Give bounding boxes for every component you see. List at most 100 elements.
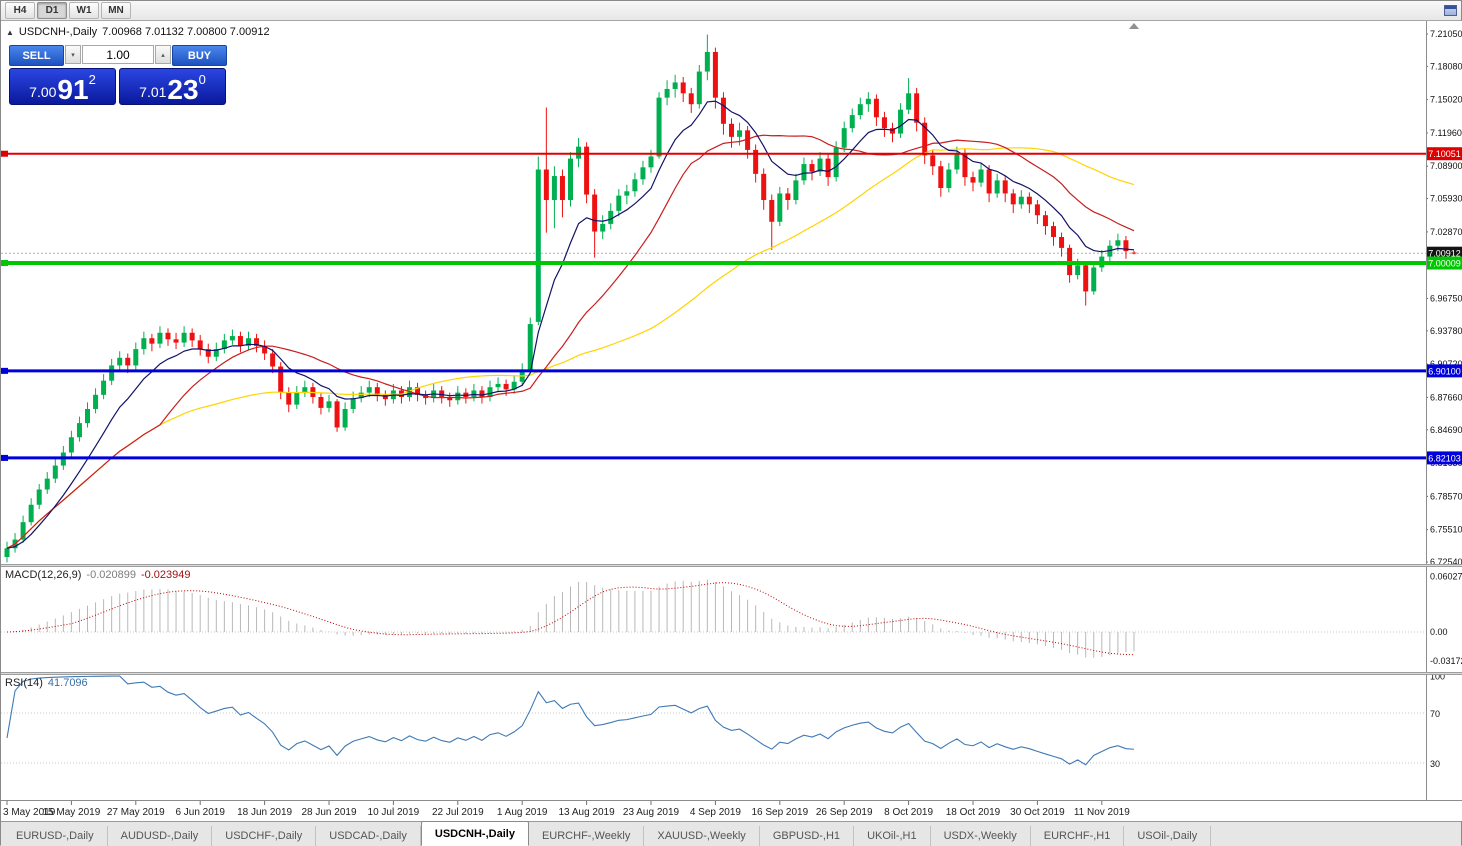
svg-text:23 Aug 2019: 23 Aug 2019	[623, 807, 680, 818]
svg-text:6 Jun 2019: 6 Jun 2019	[175, 807, 225, 818]
tab-gbpusd-h1[interactable]: GBPUSD-,H1	[760, 826, 855, 846]
svg-text:6.90720: 6.90720	[1430, 359, 1462, 369]
macd-main-value: -0.020899	[86, 569, 136, 581]
tab-eurchf-weekly[interactable]: EURCHF-,Weekly	[529, 826, 645, 846]
volume-increase-button[interactable]: ▴	[155, 45, 171, 64]
timeframe-mn-button[interactable]: MN	[101, 2, 131, 19]
svg-text:26 Sep 2019: 26 Sep 2019	[816, 807, 873, 818]
timeframe-h4-button[interactable]: H4	[5, 2, 35, 19]
volume-decrease-button[interactable]: ▾	[65, 45, 81, 64]
buy-button[interactable]: BUY	[172, 45, 227, 66]
svg-text:7.02870: 7.02870	[1430, 227, 1462, 237]
chart-symbol-period: USDCNH-,Daily	[18, 26, 98, 38]
svg-text:6.93780: 6.93780	[1430, 326, 1462, 336]
sell-price-display[interactable]: 7.00 91 2	[9, 68, 116, 105]
buy-price-main: 7.01	[139, 84, 167, 100]
svg-text:13 Aug 2019: 13 Aug 2019	[559, 807, 616, 818]
svg-text:6.82103: 6.82103	[1428, 453, 1461, 463]
rsi-name: RSI(14)	[5, 677, 43, 689]
tab-ukoil-h1[interactable]: UKOil-,H1	[854, 826, 931, 846]
svg-text:6.87660: 6.87660	[1430, 392, 1462, 402]
buy-price-point: 0	[198, 72, 206, 87]
timeframe-toolbar: H4 D1 W1 MN	[1, 1, 1461, 21]
svg-text:100: 100	[1430, 672, 1445, 682]
svg-text:18 Oct 2019: 18 Oct 2019	[946, 807, 1001, 818]
svg-text:6.90100: 6.90100	[1428, 366, 1461, 376]
tab-usoil-daily[interactable]: USOil-,Daily	[1124, 826, 1212, 846]
svg-text:6.96750: 6.96750	[1430, 293, 1462, 303]
svg-text:70: 70	[1430, 709, 1440, 719]
line-handle[interactable]	[1, 367, 8, 374]
chart-shift-marker[interactable]	[1129, 23, 1139, 29]
svg-text:7.15020: 7.15020	[1430, 95, 1462, 105]
svg-text:7.10051: 7.10051	[1428, 149, 1461, 159]
svg-text:10 Jul 2019: 10 Jul 2019	[368, 807, 420, 818]
rsi-line	[6, 675, 1135, 766]
tab-xauusd-weekly[interactable]: XAUUSD-,Weekly	[644, 826, 760, 846]
svg-text:15 May 2019: 15 May 2019	[42, 807, 100, 818]
sell-price-main: 7.00	[29, 84, 57, 100]
svg-text:22 Jul 2019: 22 Jul 2019	[432, 807, 484, 818]
macd-signal-line	[6, 582, 1135, 656]
line-handle[interactable]	[1, 454, 8, 461]
chart-canvas[interactable]: 7.21050 7.18080 7.15020 7.11960 7.08900 7.059…	[1, 21, 1462, 821]
tab-audusd-daily[interactable]: AUDUSD-,Daily	[108, 826, 213, 846]
timeframe-d1-button[interactable]: D1	[37, 2, 67, 19]
main-price-pane	[1, 34, 1426, 563]
svg-text:-0.031725: -0.031725	[1430, 656, 1462, 666]
symbol-triangle-icon: ▲	[6, 27, 14, 37]
tab-usdcnh-daily[interactable]: USDCNH-,Daily	[420, 821, 529, 846]
svg-text:7.18080: 7.18080	[1430, 61, 1462, 71]
svg-text:0.060273: 0.060273	[1430, 572, 1462, 582]
rsi-pane	[1, 675, 1426, 766]
chart-tabs-bar: EURUSD-,Daily AUDUSD-,Daily USDCHF-,Dail…	[1, 821, 1461, 846]
svg-text:16 Sep 2019: 16 Sep 2019	[751, 807, 808, 818]
svg-text:7.00912: 7.00912	[1428, 249, 1461, 259]
timeframe-w1-button[interactable]: W1	[69, 2, 99, 19]
window-restore-icon[interactable]	[1444, 5, 1457, 16]
sell-button[interactable]: SELL	[9, 45, 64, 66]
rsi-value: 41.7096	[47, 677, 88, 689]
price-axis[interactable]: 7.21050 7.18080 7.15020 7.11960 7.08900 7.059…	[1426, 29, 1462, 769]
buy-price-display[interactable]: 7.01 23 0	[119, 68, 226, 105]
price-axis-badge	[1427, 451, 1462, 465]
macd-indicator-label: MACD(12,26,9) -0.020899 -0.023949	[5, 569, 191, 581]
svg-text:27 May 2019: 27 May 2019	[107, 807, 165, 818]
pane-splitter[interactable]	[1, 672, 1462, 675]
tab-eurchf-h1[interactable]: EURCHF-,H1	[1031, 826, 1125, 846]
chart-area: 7.21050 7.18080 7.15020 7.11960 7.08900 7.059…	[1, 21, 1462, 821]
moving-average-20	[6, 134, 1135, 549]
svg-text:28 Jun 2019: 28 Jun 2019	[301, 807, 356, 818]
rsi-indicator-label: RSI(14) 41.7096	[5, 677, 88, 689]
svg-text:6.72540: 6.72540	[1430, 557, 1462, 567]
svg-text:3 May 2019: 3 May 2019	[3, 807, 56, 818]
svg-text:6.75510: 6.75510	[1430, 525, 1462, 535]
tab-eurusd-daily[interactable]: EURUSD-,Daily	[3, 826, 108, 846]
svg-text:7.21050: 7.21050	[1430, 29, 1462, 39]
buy-price-pips: 23	[167, 74, 199, 106]
svg-text:8 Oct 2019: 8 Oct 2019	[884, 807, 933, 818]
pane-splitter[interactable]	[1, 564, 1462, 567]
line-handle[interactable]	[1, 260, 8, 267]
tab-usdcad-daily[interactable]: USDCAD-,Daily	[316, 826, 421, 846]
svg-text:1 Aug 2019: 1 Aug 2019	[497, 807, 548, 818]
line-handle[interactable]	[1, 150, 8, 157]
volume-input[interactable]	[82, 45, 154, 64]
price-axis-badge	[1427, 256, 1462, 270]
moving-average-50	[6, 147, 1135, 549]
svg-text:18 Jun 2019: 18 Jun 2019	[237, 807, 292, 818]
price-axis-badge	[1427, 147, 1462, 161]
tab-usdx-weekly[interactable]: USDX-,Weekly	[931, 826, 1031, 846]
svg-text:6.84690: 6.84690	[1430, 425, 1462, 435]
macd-signal-value: -0.023949	[140, 569, 191, 581]
svg-text:0.00: 0.00	[1430, 627, 1448, 637]
svg-text:4 Sep 2019: 4 Sep 2019	[690, 807, 742, 818]
svg-text:7.11960: 7.11960	[1430, 128, 1462, 138]
svg-text:6.78570: 6.78570	[1430, 491, 1462, 501]
macd-pane	[1, 579, 1426, 658]
sell-price-pips: 91	[57, 74, 89, 106]
tab-usdchf-daily[interactable]: USDCHF-,Daily	[212, 826, 317, 846]
price-axis-badge	[1427, 246, 1462, 260]
